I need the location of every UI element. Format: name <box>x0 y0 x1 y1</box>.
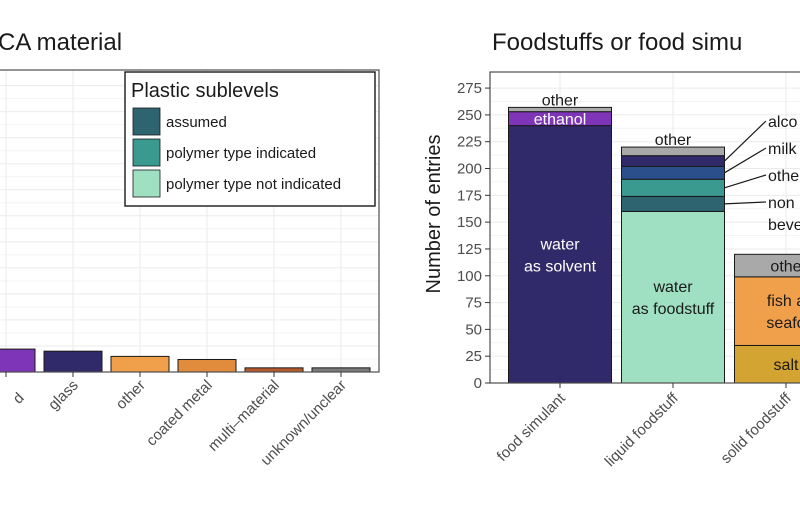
left-bar-5 <box>312 368 370 372</box>
right-y-tick-label: 50 <box>465 321 482 338</box>
right-segment-label: other <box>542 92 579 109</box>
right-segment-label: other <box>655 132 692 149</box>
right-chart-title: Foodstuffs or food simu <box>492 29 742 56</box>
callout-label: alco <box>768 114 797 131</box>
legend-entry-2: polymer type not indicated <box>166 176 341 193</box>
right-y-tick-label: 125 <box>457 241 482 258</box>
right-bar-1-segment-2 <box>622 179 725 196</box>
right-y-tick-label: 225 <box>457 134 482 151</box>
right-bar-1-segment-3 <box>622 166 725 179</box>
legend-title: Plastic sublevels <box>131 80 279 102</box>
left-x-tick-label: d <box>10 390 28 408</box>
right-y-tick-label: 75 <box>465 295 482 312</box>
right-x-tick-label-group: solid foodstuff <box>718 389 796 467</box>
right-y-tick-label: 250 <box>457 107 482 124</box>
legend-swatch-1 <box>133 139 160 166</box>
left-x-tick-label-group: glass <box>45 377 82 414</box>
right-y-tick-label: 200 <box>457 161 482 178</box>
right-y-tick-label: 175 <box>457 187 482 204</box>
right-y-tick-label: 150 <box>457 214 482 231</box>
left-bar-2 <box>111 356 169 372</box>
left-legend: Plastic sublevels assumed polymer type ind… <box>125 72 375 206</box>
right-y-tick-label: 0 <box>474 375 482 392</box>
right-segment-label: ethanol <box>534 112 587 129</box>
callout-leader-line <box>725 202 767 204</box>
right-bar-1-segment-1 <box>622 196 725 211</box>
left-x-tick-label: coated metal <box>143 377 216 450</box>
callout-leader-line <box>725 175 767 188</box>
left-x-tick-label-group: coated metal <box>143 377 216 450</box>
legend-swatch-0 <box>133 108 160 135</box>
callout-label: othe <box>768 168 799 185</box>
right-segment-label: salt <box>774 357 799 374</box>
left-bar-1 <box>44 351 102 372</box>
left-chart-title: CA material <box>0 29 122 56</box>
left-bar-0 <box>0 349 35 372</box>
right-x-tick-label-group: food simulant <box>494 389 570 465</box>
left-x-tick-label-group: other <box>113 377 149 413</box>
right-x-tick-label: solid foodstuff <box>718 389 796 467</box>
right-bar-2-segment-1 <box>735 277 800 346</box>
right-x-tick-label: food simulant <box>494 389 570 465</box>
left-x-tick-label-group: d <box>10 390 28 408</box>
callout-label: milk <box>768 141 797 158</box>
legend-swatch-2 <box>133 170 160 197</box>
right-x-tick-label: liquid foodstuff <box>602 389 683 470</box>
right-y-tick-label: 25 <box>465 348 482 365</box>
right-bar-1-segment-4 <box>622 156 725 167</box>
left-bar-3 <box>178 360 236 372</box>
right-bar-0-segment-0 <box>509 126 612 383</box>
right-chart-y-axis-label: Number of entries <box>423 135 445 294</box>
legend-entry-0: assumed <box>166 114 227 131</box>
callout-leader-line <box>725 148 767 173</box>
right-y-tick-label: 275 <box>457 80 482 97</box>
right-segment-label: othe <box>770 259 800 276</box>
legend-entry-1: polymer type indicated <box>166 145 316 162</box>
left-bar-4 <box>245 368 303 372</box>
right-bar-1-segment-0 <box>622 211 725 383</box>
left-x-tick-label: glass <box>45 377 82 414</box>
right-x-tick-label-group: liquid foodstuff <box>602 389 683 470</box>
right-chart: Foodstuffs or food simu Number of entrie… <box>423 29 800 470</box>
right-y-tick-label: 100 <box>457 268 482 285</box>
left-x-tick-label: other <box>113 377 149 413</box>
